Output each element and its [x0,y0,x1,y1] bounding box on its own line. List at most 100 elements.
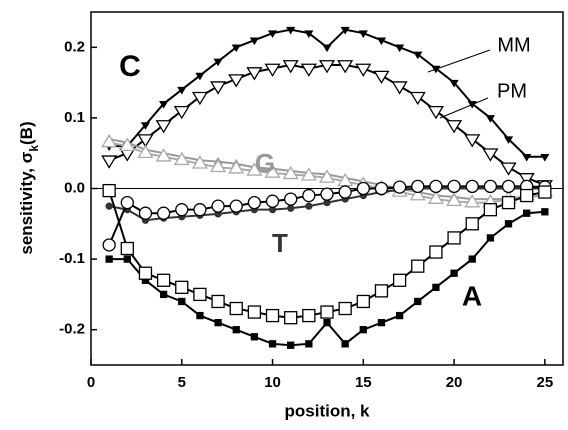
marker [159,290,168,299]
marker [465,217,479,231]
marker [195,72,205,81]
marker [432,283,440,291]
marker [340,26,350,35]
x-tick-label: 5 [178,374,186,391]
marker [429,179,443,194]
marker [211,294,225,309]
marker [120,241,134,256]
marker [265,194,280,208]
marker [300,63,317,77]
marker [320,305,334,319]
marker [411,259,425,273]
marker [229,301,243,316]
marker [322,44,332,53]
marker [541,208,549,216]
marker [304,30,314,39]
marker [300,167,317,181]
marker [229,199,243,213]
marker [450,269,458,277]
marker [503,136,514,144]
series-line [108,63,546,186]
marker [395,44,405,53]
marker [140,122,151,130]
annotation: MM [497,34,530,56]
marker [523,209,531,217]
annotation-arrow [427,49,491,73]
y-tick-label: -0.2 [59,321,85,338]
marker [175,203,189,217]
marker [429,245,443,259]
marker [213,58,223,67]
marker [485,115,495,123]
marker [105,255,113,263]
annotation: PM [497,80,527,102]
marker [211,199,225,213]
marker [246,67,263,81]
marker [286,26,296,35]
marker [486,234,495,242]
marker [501,179,516,194]
y-tick-label: -0.1 [59,250,85,267]
marker [483,179,498,194]
marker [395,311,404,320]
marker [247,195,262,210]
marker [302,188,316,203]
marker [520,188,534,203]
annotation: A [462,280,482,311]
marker [210,158,227,173]
marker [191,91,208,106]
marker [159,101,169,109]
marker [284,311,298,325]
marker [287,341,295,349]
marker [447,231,461,245]
marker [374,181,389,196]
marker [101,155,118,169]
marker [191,155,208,169]
annotation-arrow [439,97,489,119]
marker [137,144,154,159]
marker [411,179,425,194]
y-label-subscript: k [27,145,41,152]
marker [282,165,299,180]
marker [518,173,535,187]
marker [522,153,532,162]
marker [427,105,444,120]
marker [323,318,331,327]
marker [249,37,259,46]
marker [138,206,153,220]
marker [210,81,227,95]
y-label-text: sensitivity, σ [17,151,36,254]
marker [482,148,499,162]
marker [305,202,313,210]
marker [137,134,154,148]
marker [464,194,481,208]
marker [102,238,116,252]
marker [318,169,336,183]
marker [119,137,136,151]
annotation: G [255,148,275,178]
x-tick-label: 20 [446,374,463,391]
x-axis-label: position, k [285,401,371,420]
y-tick-label: 0.0 [64,179,85,196]
marker [155,148,172,162]
marker [464,134,481,148]
marker [178,297,186,306]
marker [468,255,476,263]
marker [267,30,278,39]
y-tick-label: 0.1 [64,109,85,126]
marker [414,297,422,306]
marker [246,162,263,176]
marker [175,280,189,294]
y-label-text: (B) [17,121,36,145]
marker [447,179,461,194]
marker [173,105,190,120]
marker [247,305,262,319]
marker [358,30,368,39]
marker [123,255,131,263]
marker [540,153,550,162]
annotation: C [119,50,141,83]
marker [338,185,352,199]
marker [320,187,334,201]
marker [302,308,316,323]
marker [105,202,113,210]
